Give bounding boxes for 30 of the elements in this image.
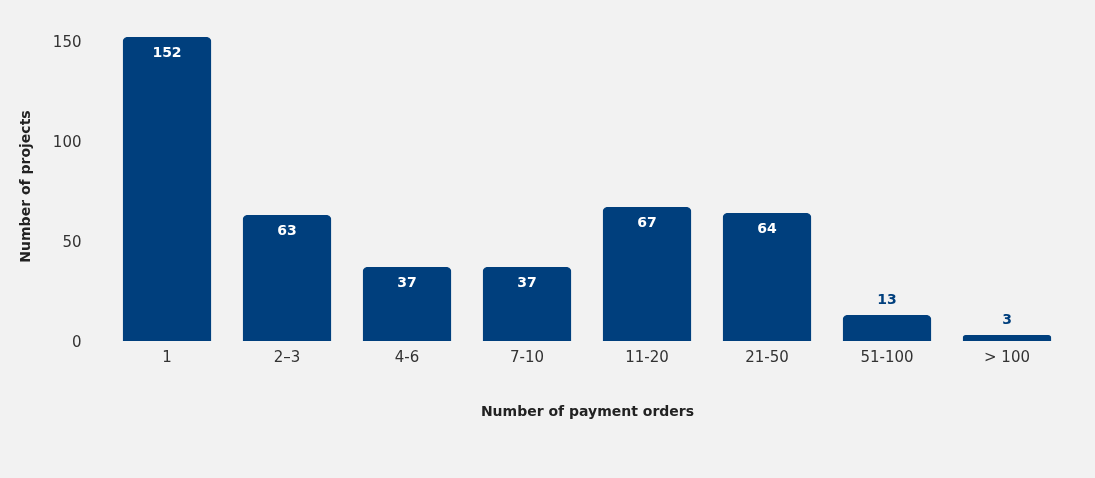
data-label: 152 (152, 44, 182, 60)
x-tick-label: > 100 (984, 347, 1030, 366)
bar (842, 315, 932, 341)
bar (962, 335, 1052, 341)
data-label: 37 (397, 274, 417, 290)
y-tick-label: 100 (52, 132, 82, 151)
data-label: 64 (757, 220, 777, 236)
bar (122, 37, 212, 341)
x-tick-label: 51-100 (860, 347, 914, 366)
data-label: 3 (1002, 311, 1012, 327)
data-label: 37 (517, 274, 537, 290)
y-tick-label: 150 (52, 32, 82, 51)
bar (362, 267, 452, 341)
x-tick-label: 7-10 (509, 347, 545, 366)
x-axis-title: Number of payment orders (480, 402, 695, 419)
bar (242, 215, 332, 341)
x-tick-label: 4-6 (394, 347, 420, 366)
data-label: 67 (637, 214, 657, 230)
bar (722, 213, 812, 341)
y-tick-label: 0 (71, 332, 82, 351)
x-tick-label: 1 (162, 347, 172, 366)
bar (482, 267, 572, 341)
x-tick-label: 21-50 (745, 347, 789, 366)
y-tick-label: 50 (62, 232, 82, 251)
data-label: 13 (877, 291, 897, 307)
x-tick-label: 11-20 (625, 347, 669, 366)
data-label: 63 (277, 222, 297, 238)
y-axis-title: Number of projects (16, 110, 33, 263)
x-tick-label: 2–3 (273, 347, 301, 366)
bar (602, 207, 692, 341)
